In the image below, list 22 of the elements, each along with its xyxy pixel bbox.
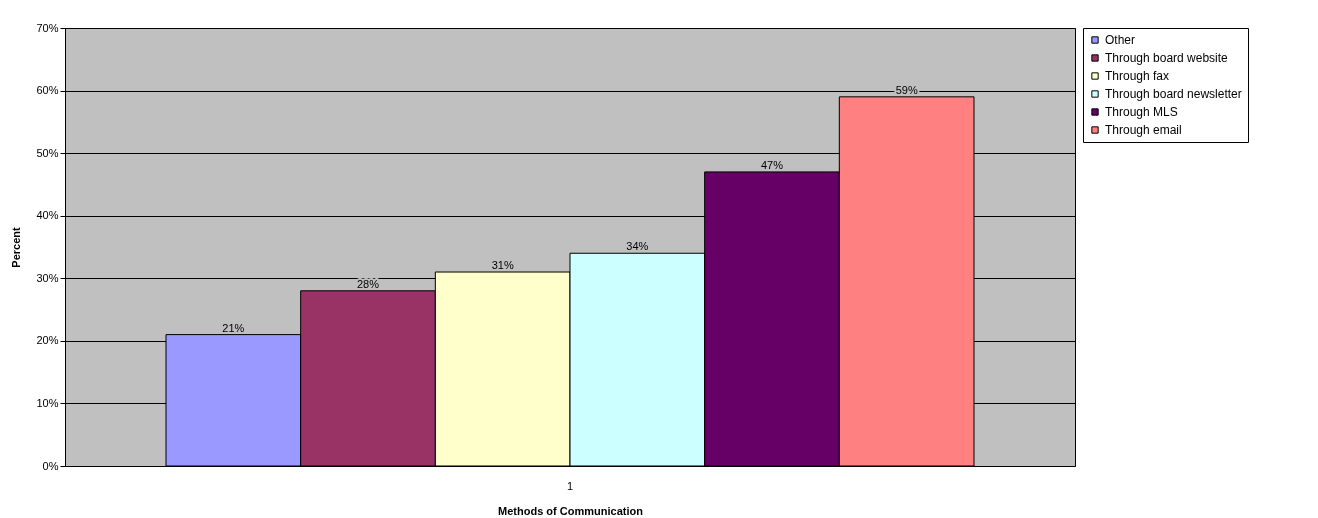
y-tick-label: 60% — [36, 84, 59, 97]
legend-label: Through email — [1105, 123, 1182, 137]
legend-label: Other — [1105, 33, 1136, 47]
y-axis-title: Percent — [10, 226, 23, 268]
y-tick-label: 40% — [36, 209, 59, 222]
legend-label: Through board newsletter — [1105, 87, 1242, 101]
legend-label: Through MLS — [1105, 105, 1178, 119]
y-tick-label: 50% — [36, 146, 59, 159]
data-label: 28% — [356, 277, 380, 290]
legend-label: Through board website — [1105, 51, 1229, 65]
data-label: 47% — [760, 158, 784, 171]
y-tick-label: 10% — [36, 396, 59, 409]
x-tick-label: 1 — [566, 479, 574, 492]
data-label: 31% — [491, 259, 514, 272]
data-label: 34% — [626, 240, 649, 253]
x-axis-title: Methods of Communication — [498, 504, 644, 517]
y-tick-label: 0% — [42, 459, 59, 472]
y-tick-label: 70% — [36, 21, 59, 34]
y-tick-label: 30% — [36, 271, 59, 284]
legend-label: Through fax — [1105, 69, 1170, 83]
data-label: 21% — [222, 321, 245, 334]
y-tick-label: 20% — [36, 334, 59, 347]
